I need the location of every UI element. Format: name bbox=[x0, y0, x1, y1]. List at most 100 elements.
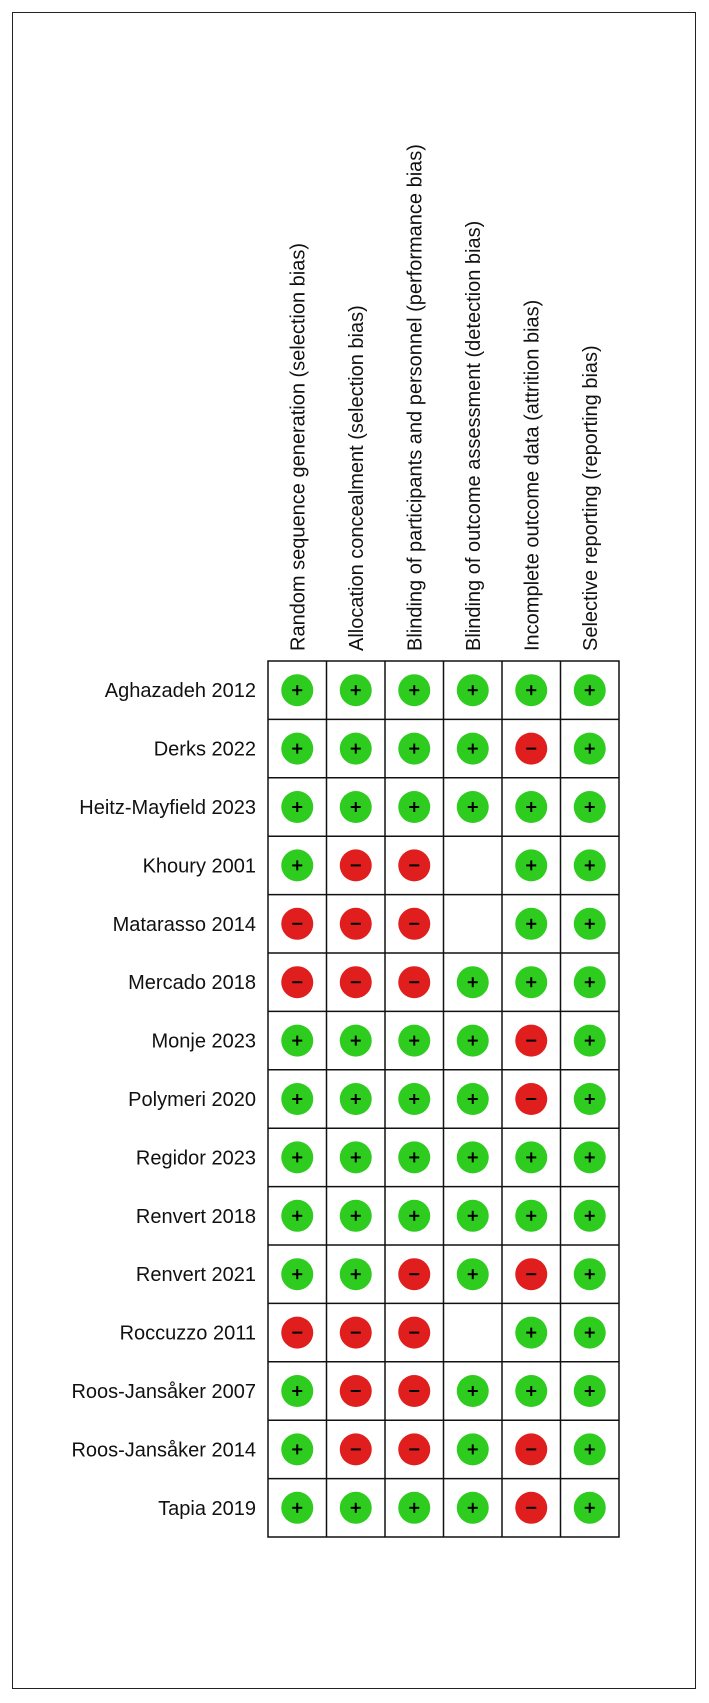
high-risk-mark bbox=[515, 1433, 548, 1466]
high-risk-mark bbox=[515, 1258, 548, 1291]
high-risk-mark bbox=[281, 966, 314, 999]
low-risk-mark bbox=[573, 1024, 606, 1057]
study-label: Renvert 2021 bbox=[136, 1264, 256, 1286]
high-risk-mark bbox=[339, 849, 372, 882]
low-risk-mark bbox=[281, 791, 314, 823]
column-header-4: Blinding of outcome assessment (detectio… bbox=[463, 221, 485, 651]
low-risk-mark bbox=[456, 1375, 489, 1407]
risk-of-bias-figure: Random sequence generation (selection bi… bbox=[12, 12, 696, 1689]
low-risk-mark bbox=[456, 1199, 489, 1232]
low-risk-mark bbox=[456, 1083, 489, 1115]
study-label: Monje 2023 bbox=[151, 1031, 256, 1053]
low-risk-mark bbox=[515, 907, 548, 940]
study-label: Roos-Jansåker 2007 bbox=[71, 1381, 256, 1403]
low-risk-mark bbox=[398, 674, 431, 707]
low-risk-mark bbox=[456, 674, 489, 707]
high-risk-mark bbox=[339, 1316, 372, 1349]
low-risk-mark bbox=[573, 1491, 606, 1524]
low-risk-mark bbox=[573, 1375, 606, 1407]
low-risk-mark bbox=[456, 1433, 489, 1466]
low-risk-mark bbox=[456, 1024, 489, 1057]
high-risk-mark bbox=[398, 907, 431, 940]
low-risk-mark bbox=[515, 966, 548, 999]
study-label: Aghazadeh 2012 bbox=[105, 680, 256, 702]
high-risk-mark bbox=[515, 1024, 548, 1057]
low-risk-mark bbox=[515, 1375, 548, 1407]
high-risk-mark bbox=[515, 1491, 548, 1524]
high-risk-mark bbox=[398, 1375, 431, 1407]
study-label: Roccuzzo 2011 bbox=[120, 1323, 256, 1345]
low-risk-mark bbox=[281, 1083, 314, 1115]
low-risk-mark bbox=[398, 791, 431, 823]
low-risk-mark bbox=[398, 1024, 431, 1057]
low-risk-mark bbox=[515, 849, 548, 882]
low-risk-mark bbox=[456, 1141, 489, 1174]
low-risk-mark bbox=[281, 1258, 314, 1291]
low-risk-mark bbox=[573, 1083, 606, 1115]
risk-of-bias-chart: Random sequence generation (selection bi… bbox=[71, 144, 620, 1538]
low-risk-mark bbox=[573, 1199, 606, 1232]
study-label: Renvert 2018 bbox=[136, 1206, 256, 1228]
low-risk-mark bbox=[573, 966, 606, 999]
high-risk-mark bbox=[339, 907, 372, 940]
low-risk-mark bbox=[573, 1316, 606, 1349]
row-labels: Aghazadeh 2012 Derks 2022 Heitz-Mayfield 2… bbox=[71, 680, 256, 1520]
high-risk-mark bbox=[515, 1083, 548, 1115]
low-risk-mark bbox=[398, 732, 431, 765]
low-risk-mark bbox=[281, 1433, 314, 1466]
column-header-2: Allocation concealment (selection bias) bbox=[346, 305, 368, 651]
low-risk-mark bbox=[281, 1141, 314, 1174]
low-risk-mark bbox=[456, 1491, 489, 1524]
grid bbox=[267, 660, 620, 1538]
high-risk-mark bbox=[515, 732, 548, 765]
low-risk-mark bbox=[573, 907, 606, 940]
low-risk-mark bbox=[281, 849, 314, 882]
low-risk-mark bbox=[573, 674, 606, 707]
low-risk-mark bbox=[339, 1258, 372, 1291]
low-risk-mark bbox=[281, 732, 314, 765]
study-label: Khoury 2001 bbox=[143, 855, 256, 877]
low-risk-mark bbox=[281, 1199, 314, 1232]
column-headers: Random sequence generation (selection bi… bbox=[287, 144, 602, 651]
low-risk-mark bbox=[515, 791, 548, 823]
high-risk-mark bbox=[339, 1433, 372, 1466]
low-risk-mark bbox=[456, 1258, 489, 1291]
low-risk-mark bbox=[339, 1199, 372, 1232]
high-risk-mark bbox=[398, 1316, 431, 1349]
low-risk-mark bbox=[281, 674, 314, 707]
high-risk-mark bbox=[398, 1258, 431, 1291]
study-label: Derks 2022 bbox=[154, 739, 256, 761]
high-risk-mark bbox=[398, 966, 431, 999]
study-label: Matarasso 2014 bbox=[113, 914, 256, 936]
high-risk-mark bbox=[398, 1433, 431, 1466]
low-risk-mark bbox=[573, 1433, 606, 1466]
study-label: Tapia 2019 bbox=[158, 1498, 256, 1520]
low-risk-mark bbox=[281, 1491, 314, 1524]
low-risk-mark bbox=[398, 1141, 431, 1174]
low-risk-mark bbox=[339, 1491, 372, 1524]
low-risk-mark bbox=[398, 1199, 431, 1232]
low-risk-mark bbox=[573, 849, 606, 882]
low-risk-mark bbox=[515, 1141, 548, 1174]
low-risk-mark bbox=[339, 674, 372, 707]
study-label: Polymeri 2020 bbox=[128, 1089, 256, 1111]
high-risk-mark bbox=[339, 1375, 372, 1407]
high-risk-mark bbox=[339, 966, 372, 999]
low-risk-mark bbox=[281, 1375, 314, 1407]
low-risk-mark bbox=[339, 791, 372, 823]
column-header-1: Random sequence generation (selection bi… bbox=[287, 243, 309, 651]
rating-marks bbox=[281, 674, 606, 1524]
low-risk-mark bbox=[339, 1141, 372, 1174]
high-risk-mark bbox=[281, 907, 314, 940]
study-label: Mercado 2018 bbox=[128, 972, 256, 994]
low-risk-mark bbox=[281, 1024, 314, 1057]
study-label: Roos-Jansåker 2014 bbox=[71, 1439, 256, 1461]
low-risk-mark bbox=[398, 1491, 431, 1524]
low-risk-mark bbox=[456, 791, 489, 823]
column-header-6: Selective reporting (reporting bias) bbox=[580, 345, 602, 651]
low-risk-mark bbox=[573, 1258, 606, 1291]
high-risk-mark bbox=[281, 1316, 314, 1349]
high-risk-mark bbox=[398, 849, 431, 882]
column-header-5: Incomplete outcome data (attrition bias) bbox=[521, 300, 543, 651]
low-risk-mark bbox=[573, 1141, 606, 1174]
